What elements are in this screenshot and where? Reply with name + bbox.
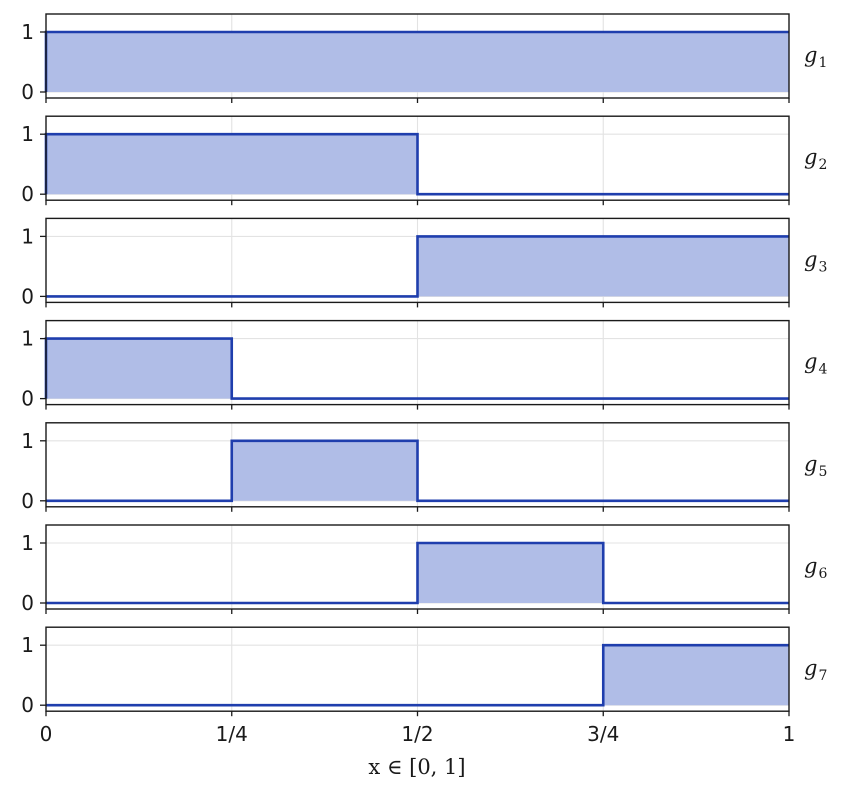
y-tick-label: 0 — [21, 387, 34, 411]
series-line-7 — [46, 643, 789, 707]
panel-5: 0 1 g5 — [21, 422, 827, 513]
panel-label-1: g1 — [804, 43, 827, 71]
panel-label-4: g4 — [804, 350, 827, 378]
x-axis-label: x ∈ [0, 1] — [368, 755, 465, 779]
panel-6: 0 1 g6 — [21, 524, 827, 615]
x-axis: 0 1/4 1/2 3/4 1 — [40, 722, 796, 746]
x-tick-label: 0 — [40, 722, 53, 746]
y-tick-label: 1 — [21, 224, 34, 248]
series-fill-1 — [46, 32, 789, 92]
series-line-5 — [46, 439, 789, 503]
panel-7: 0 1 g7 — [21, 626, 827, 717]
y-tick-label: 1 — [21, 633, 34, 657]
y-tick-label: 1 — [21, 429, 34, 453]
panel-label-2: g2 — [804, 145, 827, 173]
panel-3: 0 1 g3 — [21, 217, 827, 308]
y-tick-label: 0 — [21, 489, 34, 513]
y-tick-label: 0 — [21, 80, 34, 104]
series-line-3 — [46, 235, 789, 298]
y-tick-label: 0 — [21, 591, 34, 615]
panel-label-6: g6 — [804, 554, 827, 582]
panel-4: 0 1 g4 — [21, 319, 827, 411]
panel-label-7: g7 — [804, 656, 827, 684]
panels: 0 1 g1 0 1 g2 0 1 g3 0 1 g4 0 1 g5 0 1 g6 0 1 g7 — [21, 13, 827, 717]
x-tick-label: 1 — [783, 722, 796, 746]
panel-1: 0 1 g1 — [21, 13, 827, 104]
y-tick-label: 1 — [21, 20, 34, 44]
y-tick-label: 0 — [21, 182, 34, 206]
y-tick-label: 1 — [21, 122, 34, 146]
y-tick-label: 1 — [21, 327, 34, 351]
panel-label-3: g3 — [804, 247, 827, 275]
panel-2: 0 1 g2 — [21, 115, 827, 206]
y-tick-label: 0 — [21, 693, 34, 717]
series-line-6 — [46, 541, 789, 605]
x-tick-label: 1/2 — [401, 722, 433, 746]
y-tick-label: 1 — [21, 531, 34, 555]
x-tick-label: 1/4 — [216, 722, 248, 746]
x-tick-label: 3/4 — [587, 722, 619, 746]
panel-label-5: g5 — [804, 452, 827, 480]
y-tick-label: 0 — [21, 284, 34, 308]
